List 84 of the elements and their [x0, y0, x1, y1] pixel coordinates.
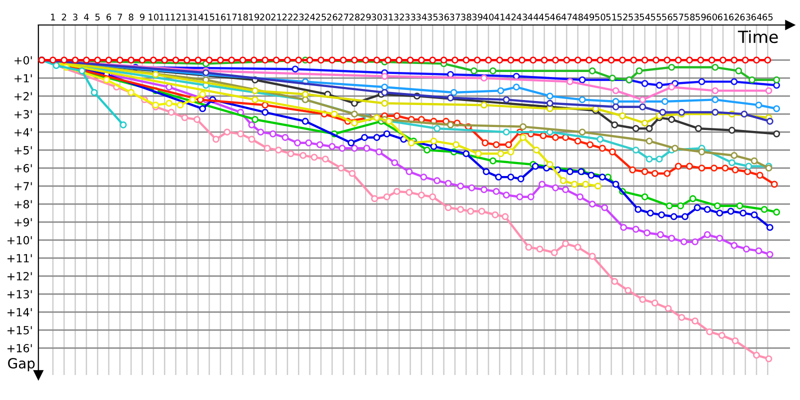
x-tick-label: 38 — [461, 14, 472, 20]
y-tick-label: +1' — [14, 74, 32, 82]
x-tick-label: 39 — [472, 14, 482, 20]
y-tick-label: +9' — [14, 218, 32, 226]
x-tick-label: 22 — [282, 14, 292, 20]
y-tick-label: +16' — [8, 344, 32, 352]
y-tick-label: +0' — [14, 56, 32, 64]
x-tick-label: 17 — [226, 14, 237, 20]
x-tick-label: 26 — [327, 14, 338, 20]
x-tick-label: 5 — [95, 14, 100, 20]
x-tick-label: 63 — [740, 14, 750, 20]
x-tick-label: 29 — [360, 14, 371, 20]
x-tick-label: 23 — [294, 14, 304, 20]
x-tick-label: 55 — [650, 14, 661, 20]
x-tick-label: 32 — [394, 14, 404, 20]
x-tick-label: 47 — [561, 14, 572, 20]
x-tick-label: 31 — [382, 14, 393, 20]
x-tick-label: 50 — [595, 14, 606, 20]
x-tick-label: 11 — [160, 14, 170, 20]
y-tick-label: +5' — [14, 146, 32, 154]
y-tick-label: +2' — [14, 92, 32, 100]
x-tick-label: 46 — [550, 14, 561, 20]
x-tick-label: 15 — [204, 14, 214, 20]
y-tick-label: +3' — [14, 110, 32, 118]
y-tick-label: +15' — [8, 326, 32, 334]
x-tick-label: 40 — [483, 14, 494, 20]
x-tick-label: 41 — [494, 14, 505, 20]
x-tick-label: 6 — [106, 14, 112, 20]
x-tick-label: 57 — [673, 14, 684, 20]
x-tick-label: 13 — [182, 14, 192, 20]
x-tick-label: 61 — [718, 14, 728, 20]
x-tick-label: 52 — [617, 14, 628, 20]
x-tick-label: 33 — [405, 14, 416, 20]
x-tick-label: 28 — [349, 14, 360, 20]
x-tick-label: 27 — [338, 14, 348, 20]
y-tick-label: +10' — [8, 236, 32, 244]
x-tick-label: 12 — [171, 14, 181, 20]
x-tick-label: 3 — [73, 14, 78, 20]
y-tick-label: +12' — [8, 272, 32, 280]
x-axis-title: Time — [738, 30, 778, 44]
x-tick-label: 9 — [140, 14, 144, 20]
x-tick-label: 2 — [62, 14, 66, 20]
y-tick-label: +11' — [8, 254, 32, 262]
x-tick-label: 43 — [516, 14, 527, 20]
x-tick-label: 45 — [539, 14, 550, 20]
x-tick-label: 64 — [751, 14, 762, 20]
x-tick-label: 8 — [128, 14, 134, 20]
x-tick-label: 34 — [416, 14, 427, 20]
y-tick-label: +7' — [14, 182, 32, 190]
x-tick-label: 1 — [51, 14, 55, 20]
x-tick-label: 20 — [260, 14, 270, 20]
x-tick-label: 53 — [628, 14, 639, 20]
y-tick-label: +6' — [14, 164, 32, 172]
x-tick-label: 36 — [438, 14, 449, 20]
x-tick-label: 48 — [572, 14, 583, 20]
x-tick-label: 18 — [238, 14, 248, 20]
x-tick-label: 54 — [640, 14, 650, 20]
x-tick-label: 25 — [316, 14, 326, 20]
x-tick-label: 4 — [84, 14, 89, 20]
x-tick-label: 49 — [584, 14, 594, 20]
x-tick-label: 60 — [706, 14, 717, 20]
x-tick-label: 37 — [450, 14, 460, 20]
x-tick-label: 10 — [148, 14, 159, 20]
x-tick-label: 35 — [428, 14, 438, 20]
x-tick-label: 16 — [216, 14, 226, 20]
x-tick-label: 44 — [528, 14, 538, 20]
y-tick-label: +8' — [14, 200, 32, 208]
x-tick-label: 30 — [372, 14, 382, 20]
y-tick-label: +14' — [8, 308, 32, 316]
y-tick-label: +13' — [8, 290, 32, 298]
x-tick-label: 42 — [506, 14, 516, 20]
x-tick-label: 51 — [606, 14, 616, 20]
x-tick-label: 14 — [193, 14, 204, 20]
y-axis-title: Gap — [8, 358, 35, 372]
x-tick-label: 65 — [762, 14, 773, 20]
x-tick-label: 56 — [662, 14, 672, 20]
x-tick-label: 62 — [729, 14, 739, 20]
x-tick-label: 24 — [304, 14, 316, 20]
x-tick-label: 59 — [696, 14, 706, 20]
x-tick-label: 19 — [249, 14, 260, 20]
x-tick-label: 7 — [118, 14, 122, 20]
x-tick-label: 21 — [271, 14, 282, 20]
x-tick-label: 58 — [684, 14, 695, 20]
y-tick-label: +4' — [14, 128, 32, 136]
